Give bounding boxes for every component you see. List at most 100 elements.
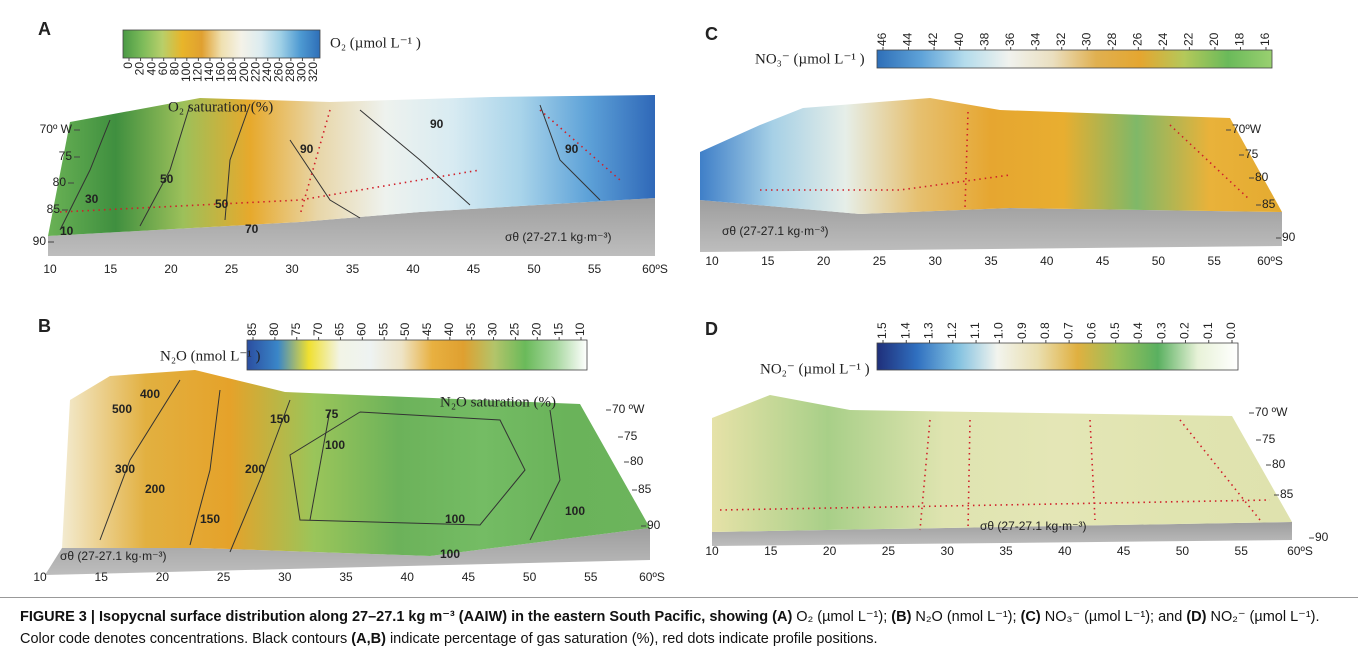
colorbar-tick-label: 30	[1079, 32, 1093, 46]
x-tick-label: 15	[764, 544, 778, 558]
caption-rule	[0, 597, 1358, 598]
x-tick-label: 25	[873, 254, 887, 268]
caption-text: indicate percentage of gas saturation (%…	[385, 631, 878, 647]
x-tick-label: 30	[285, 262, 299, 276]
y-tick-label: 85	[1262, 197, 1276, 211]
colorbar-label: NO₂⁻ (µmol L⁻¹ )	[760, 361, 870, 377]
colorbar-tick-label: 42	[926, 32, 940, 46]
contour-label: 50	[215, 197, 229, 211]
caption-text: N₂O (nmol L⁻¹);	[911, 609, 1021, 625]
colorbar-tick-label: 240	[260, 62, 274, 82]
colorbar	[876, 49, 1273, 69]
colorbar	[122, 29, 321, 59]
colorbar-tick-label: 120	[191, 62, 205, 82]
y-tick-label: 80	[1255, 170, 1269, 184]
caption-bold: (A,B)	[351, 631, 386, 647]
surface-front	[45, 528, 650, 575]
colorbar-tick-label: 44	[901, 32, 915, 46]
y-tick-label: 75	[59, 149, 73, 163]
colorbar-tick-label: 220	[248, 62, 262, 82]
caption-text: NO₂⁻ (µmol L⁻¹). Color code denotes conc…	[20, 609, 1320, 647]
y-tick-label: 75	[1262, 432, 1276, 446]
panel-letter: A	[38, 19, 51, 39]
x-tick-label: 20	[156, 570, 170, 584]
y-tick-label: 85	[47, 202, 61, 216]
surface-front	[700, 200, 1282, 252]
colorbar-tick-label: 1.5	[875, 322, 889, 339]
colorbar-tick-label: 70	[311, 322, 325, 336]
y-tick-label: 70 ºW	[1255, 405, 1288, 419]
colorbar-tick-label: 30	[486, 322, 500, 336]
colorbar-tick-label: 60	[355, 322, 369, 336]
x-tick-label: 50	[523, 570, 537, 584]
colorbar-tick-label: 280	[283, 62, 297, 82]
x-tick-label: 40	[1058, 544, 1072, 558]
contour-label: 100	[445, 512, 465, 526]
caption-text: O₂ (µmol L⁻¹);	[792, 609, 892, 625]
colorbar-tick-label: 0.0	[1224, 322, 1238, 339]
colorbar-tick-label: 0.5	[1108, 322, 1122, 339]
colorbar-tick-label: 1.0	[992, 322, 1006, 339]
contour-line	[289, 139, 361, 219]
colorbar	[246, 339, 588, 371]
contour-label: 300	[115, 462, 135, 476]
colorbar-tick-label: 20	[529, 322, 543, 336]
y-tick-label: 75	[1245, 147, 1259, 161]
contour-label: 50	[160, 172, 174, 186]
contour-label: 75	[325, 407, 339, 421]
contour-label: 200	[245, 462, 265, 476]
colorbar-tick-label: 0.8	[1038, 322, 1052, 339]
contour-label: 200	[145, 482, 165, 496]
caption-bold: (C)	[1020, 609, 1041, 625]
x-tick-label: 20	[823, 544, 837, 558]
colorbar-tick-label: 80	[167, 62, 181, 76]
caption-bold: (B)	[891, 609, 912, 625]
colorbar-tick-label: 85	[245, 322, 259, 336]
x-tick-label: 10	[33, 570, 47, 584]
contour-line	[189, 389, 221, 546]
x-tick-label: 30	[929, 254, 943, 268]
contour-line	[359, 109, 471, 206]
surface-top	[712, 395, 1292, 532]
x-tick-label: 50	[1152, 254, 1166, 268]
x-tick-label: 15	[95, 570, 109, 584]
caption-bold: (D)	[1186, 609, 1207, 625]
colorbar-tick-label: 36	[1003, 32, 1017, 46]
annotation: O₂ saturation (%)	[168, 99, 273, 115]
colorbar-tick-label: 0.2	[1178, 322, 1192, 339]
surface-top	[48, 95, 655, 236]
colorbar-tick-label: 46	[875, 32, 889, 46]
x-tick-label: 45	[1096, 254, 1110, 268]
x-tick-label: 50	[527, 262, 541, 276]
contour-line	[539, 104, 601, 201]
colorbar-tick-label: 180	[225, 62, 239, 82]
y-tick-label: 90	[647, 518, 661, 532]
annotation: N₂O saturation (%)	[440, 394, 556, 410]
contour-line	[139, 104, 191, 227]
y-tick-label: 85	[1280, 487, 1294, 501]
contour-label: 30	[85, 192, 99, 206]
colorbar-tick-label: 40	[442, 322, 456, 336]
colorbar-tick-label: 26	[1131, 32, 1145, 46]
x-tick-label: 60ºS	[639, 570, 665, 584]
colorbar-tick-label: 0	[121, 62, 135, 69]
sigma-label: σθ (27-27.1 kg·m⁻³)	[980, 519, 1086, 533]
contour-line	[99, 379, 181, 541]
caption-bold: FIGURE 3 | Isopycnal surface distributio…	[20, 609, 793, 625]
colorbar	[876, 342, 1239, 371]
x-tick-label: 60ºS	[642, 262, 668, 276]
colorbar-tick-label: 1.1	[968, 322, 982, 339]
x-tick-label: 15	[104, 262, 118, 276]
x-tick-label: 35	[339, 570, 353, 584]
x-tick-label: 10	[705, 254, 719, 268]
colorbar-tick-label: 40	[144, 62, 158, 76]
contour-label: 150	[270, 412, 290, 426]
x-tick-label: 45	[1117, 544, 1131, 558]
colorbar-tick-label: 100	[179, 62, 193, 82]
colorbar-tick-label: 20	[133, 62, 147, 76]
colorbar-label: NO₃⁻ (µmol L⁻¹ )	[755, 51, 865, 67]
x-tick-label: 10	[43, 262, 57, 276]
caption: FIGURE 3 | Isopycnal surface distributio…	[20, 606, 1340, 650]
contour-label: 10	[60, 224, 74, 238]
colorbar-tick-label: 24	[1156, 32, 1170, 46]
